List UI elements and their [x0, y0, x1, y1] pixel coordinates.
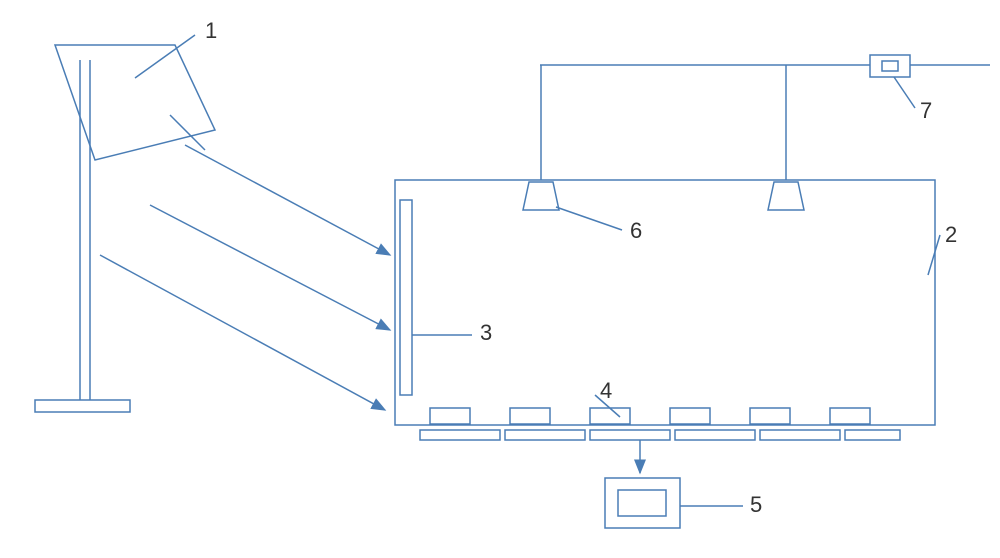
- leader-6: [556, 207, 622, 230]
- sensor-6: [830, 408, 870, 424]
- monitor-outer: [605, 478, 680, 528]
- lamp-head: [55, 45, 215, 160]
- schematic-diagram: [0, 0, 1000, 558]
- nozzle-right: [768, 182, 804, 210]
- lamp-face: [170, 115, 205, 150]
- ray-2: [150, 205, 390, 330]
- label-6: 6: [630, 218, 642, 244]
- leader-1: [135, 35, 195, 78]
- bus-2: [505, 430, 585, 440]
- label-4: 4: [600, 378, 612, 404]
- ray-3: [100, 255, 385, 410]
- bus-4: [675, 430, 755, 440]
- bus-6: [845, 430, 900, 440]
- sensor-1: [430, 408, 470, 424]
- switch-outer: [870, 55, 910, 77]
- sensor-3: [590, 408, 630, 424]
- label-2: 2: [945, 222, 957, 248]
- bus-1: [420, 430, 500, 440]
- label-5: 5: [750, 492, 762, 518]
- leader-2: [928, 235, 940, 275]
- label-7: 7: [920, 98, 932, 124]
- label-1: 1: [205, 18, 217, 44]
- label-3: 3: [480, 320, 492, 346]
- side-panel: [400, 200, 412, 395]
- bus-5: [760, 430, 840, 440]
- leader-7: [894, 77, 915, 108]
- stand-base: [35, 400, 130, 412]
- main-chamber: [395, 180, 935, 425]
- nozzle-left: [523, 182, 559, 210]
- sensor-5: [750, 408, 790, 424]
- sensor-4: [670, 408, 710, 424]
- bus-3: [590, 430, 670, 440]
- monitor-screen: [618, 490, 666, 516]
- sensor-2: [510, 408, 550, 424]
